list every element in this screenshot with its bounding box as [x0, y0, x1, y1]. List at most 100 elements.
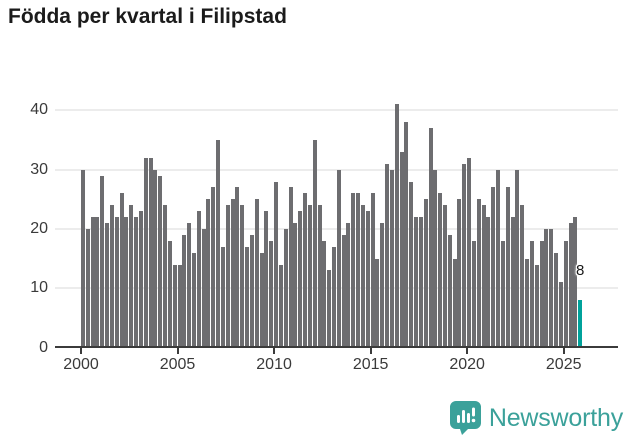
bar — [230, 199, 235, 348]
bar — [331, 246, 336, 348]
bar — [563, 240, 568, 348]
bar — [471, 240, 476, 348]
bar — [365, 211, 370, 348]
bar — [433, 169, 438, 348]
bar — [336, 169, 341, 348]
x-axis-label: 2020 — [449, 356, 485, 373]
bar — [259, 252, 264, 348]
x-axis-label: 2000 — [63, 356, 99, 373]
bar — [283, 228, 288, 348]
brand-footer[interactable]: Newsworthy — [449, 399, 623, 437]
bar — [288, 187, 293, 348]
bar — [138, 211, 143, 348]
bar — [100, 175, 105, 348]
bar — [119, 193, 124, 348]
y-gridline — [55, 168, 618, 171]
bar — [196, 211, 201, 348]
x-tick — [273, 348, 276, 354]
bar — [317, 205, 322, 348]
y-axis-label: 30 — [30, 160, 48, 178]
bar — [428, 128, 433, 348]
bar — [447, 234, 452, 348]
bar — [554, 252, 559, 348]
bar — [187, 223, 192, 348]
bar — [568, 223, 573, 348]
bar — [105, 223, 110, 348]
bar — [129, 205, 134, 348]
y-gridline — [55, 287, 618, 290]
y-gridline — [55, 227, 618, 230]
bar — [505, 187, 510, 348]
bar — [462, 163, 467, 348]
bar — [216, 140, 221, 348]
bar — [476, 199, 481, 348]
bar — [375, 258, 380, 348]
bar — [206, 199, 211, 348]
page-title: Födda per kvartal i Filipstad — [8, 5, 287, 28]
bar — [85, 228, 90, 348]
last-value-label: 8 — [575, 262, 585, 280]
y-axis-label: 0 — [39, 338, 48, 356]
bar — [385, 163, 390, 348]
bar — [303, 193, 308, 348]
bar — [81, 169, 85, 348]
bar — [394, 104, 399, 348]
bar — [245, 246, 250, 348]
x-axis-label: 2015 — [352, 356, 389, 373]
bar — [380, 223, 385, 348]
bar — [423, 199, 428, 348]
bar — [167, 240, 172, 348]
bar — [544, 228, 549, 348]
bar — [409, 181, 414, 348]
bar — [312, 140, 317, 348]
bar — [163, 205, 168, 348]
bar — [249, 234, 254, 348]
bar — [109, 205, 114, 348]
newsworthy-logo-icon — [449, 400, 482, 436]
bar — [114, 217, 119, 348]
x-axis-label: 2010 — [256, 356, 292, 373]
highlight-bar — [578, 300, 583, 348]
bar — [370, 193, 375, 348]
bar — [293, 223, 298, 348]
brand-name: Newsworthy — [488, 403, 623, 432]
bar — [529, 240, 534, 348]
bar — [177, 264, 182, 348]
bar — [520, 205, 525, 348]
y-axis-label: 20 — [30, 219, 48, 237]
bar — [525, 258, 530, 348]
bar — [182, 234, 187, 348]
bar — [327, 270, 332, 348]
bar — [240, 205, 245, 348]
bar — [124, 217, 129, 348]
bar — [558, 282, 563, 348]
bar — [148, 157, 153, 348]
bar — [225, 205, 230, 348]
bar — [496, 169, 501, 348]
bar — [457, 199, 462, 348]
bar — [351, 193, 356, 348]
bar — [172, 264, 177, 348]
bar — [418, 217, 423, 348]
bar — [360, 205, 365, 348]
bar — [192, 252, 197, 348]
bar — [307, 205, 312, 348]
x-axis-line — [55, 346, 618, 348]
bar — [322, 240, 327, 348]
bar — [573, 217, 578, 348]
bar — [414, 217, 419, 348]
x-axis-label: 2005 — [159, 356, 196, 373]
bar — [443, 205, 448, 348]
bar — [143, 157, 148, 348]
bar — [404, 122, 409, 348]
bar — [481, 205, 486, 348]
bar — [211, 187, 216, 348]
bar — [510, 217, 515, 348]
bar — [158, 175, 163, 348]
bar — [389, 169, 394, 348]
bar — [153, 169, 158, 348]
bar — [515, 169, 520, 348]
bar — [346, 223, 351, 348]
bar — [438, 193, 443, 348]
